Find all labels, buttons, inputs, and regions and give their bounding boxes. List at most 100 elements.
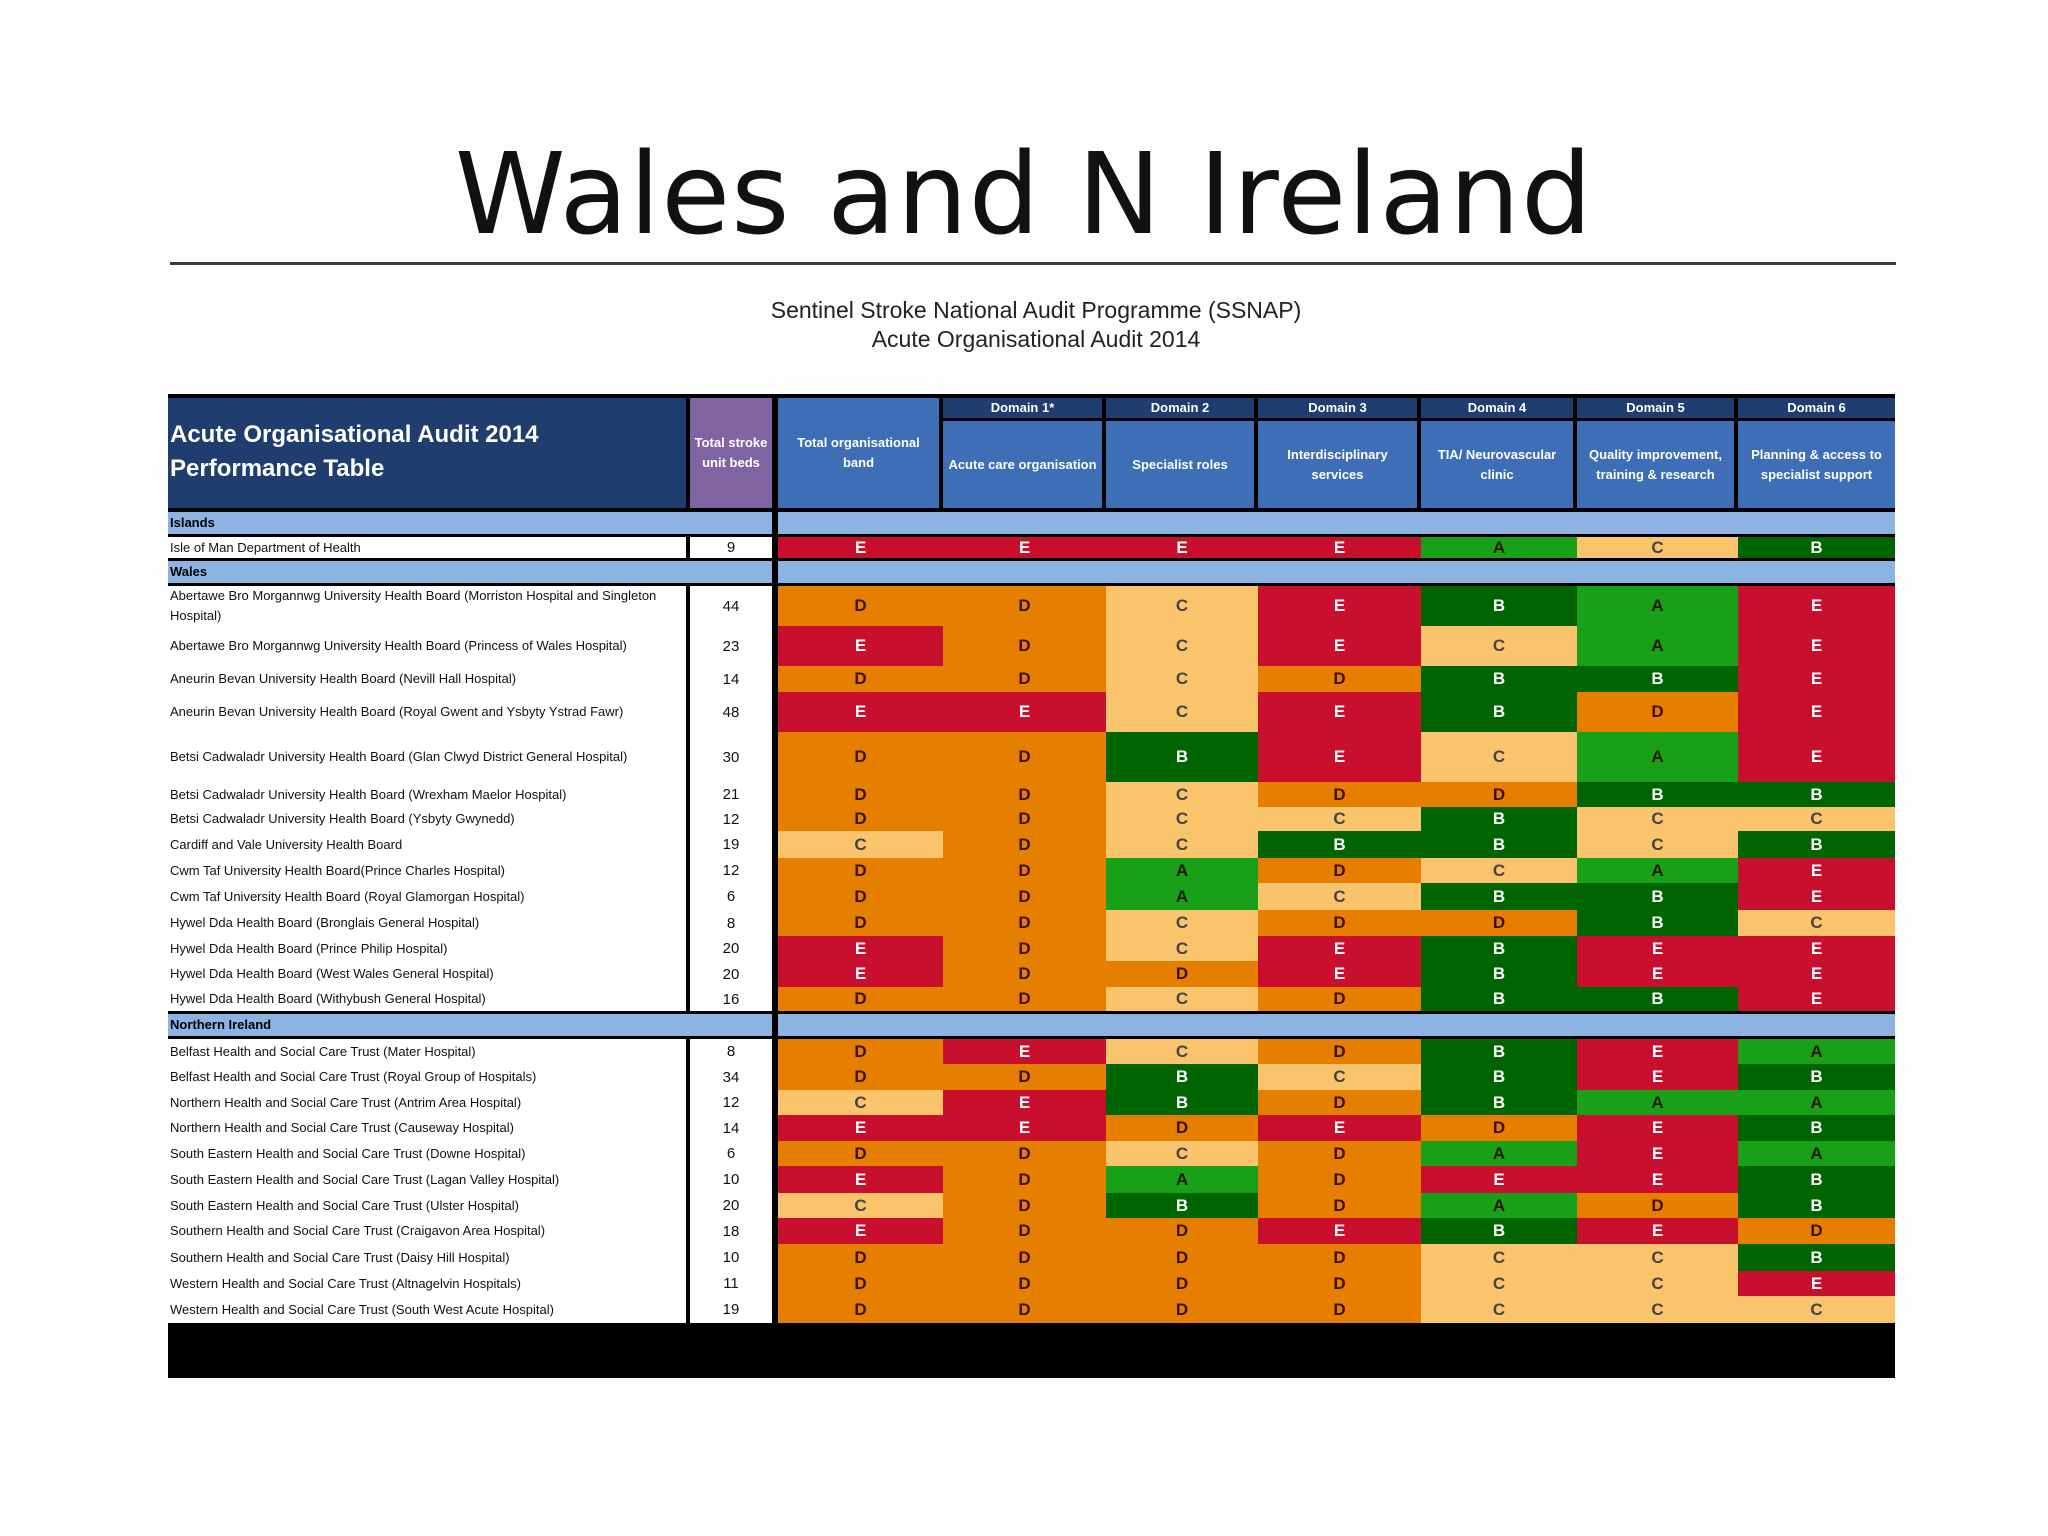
beds-count: 16	[690, 987, 772, 1011]
hospital-name: Abertawe Bro Morgannwg University Health…	[168, 626, 686, 666]
hospital-name: South Eastern Health and Social Care Tru…	[168, 1166, 686, 1193]
grade-cell: D	[778, 987, 943, 1011]
grade-cell: E	[1577, 1064, 1738, 1090]
grade-cell: C	[1106, 831, 1258, 858]
grade-cell: A	[1106, 1166, 1258, 1193]
beds-count: 14	[690, 1115, 772, 1141]
grade-cell: D	[943, 858, 1106, 883]
hospital-name: Belfast Health and Social Care Trust (Ma…	[168, 1039, 686, 1064]
grade-cell: C	[1106, 666, 1258, 692]
grade-cell: E	[943, 537, 1106, 558]
domain-label: Quality improvement, training & research	[1577, 421, 1734, 508]
grade-cell: D	[943, 782, 1106, 807]
grade-cell: C	[1738, 1296, 1895, 1323]
beds-count: 14	[690, 666, 772, 692]
grade-cell: D	[943, 910, 1106, 936]
grade-cell: B	[1421, 831, 1577, 858]
beds-count: 10	[690, 1166, 772, 1193]
grade-cell: C	[1106, 936, 1258, 961]
beds-count: 8	[690, 1039, 772, 1064]
hospital-name: Western Health and Social Care Trust (Al…	[168, 1271, 686, 1296]
grade-cell: A	[1106, 858, 1258, 883]
grade-cell: B	[1421, 936, 1577, 961]
grade-cell: C	[1577, 1296, 1738, 1323]
grade-cell: B	[1258, 831, 1421, 858]
grade-cell: B	[1738, 1064, 1895, 1090]
hospital-name: Abertawe Bro Morgannwg University Health…	[168, 586, 686, 626]
beds-count: 19	[690, 1296, 772, 1323]
grade-cell: E	[1738, 858, 1895, 883]
grade-cell: C	[1106, 692, 1258, 732]
beds-count: 11	[690, 1271, 772, 1296]
grade-cell: D	[1258, 1090, 1421, 1115]
grade-cell: B	[1106, 1090, 1258, 1115]
grade-cell: B	[1421, 807, 1577, 831]
grade-cell: A	[1577, 732, 1738, 782]
grade-cell: D	[1106, 1296, 1258, 1323]
grade-cell: E	[778, 936, 943, 961]
grade-cell: A	[1577, 586, 1738, 626]
grade-cell: B	[1106, 1064, 1258, 1090]
grade-cell: C	[1106, 910, 1258, 936]
section-header: Northern Ireland	[168, 1014, 772, 1036]
grade-cell: B	[1738, 782, 1895, 807]
grade-cell: B	[1738, 1193, 1895, 1218]
grade-cell: E	[1738, 987, 1895, 1011]
grade-cell: E	[943, 692, 1106, 732]
grade-cell: C	[1421, 626, 1577, 666]
hospital-name: Northern Health and Social Care Trust (C…	[168, 1115, 686, 1141]
grade-cell: C	[778, 831, 943, 858]
grade-cell: D	[1106, 1271, 1258, 1296]
grade-cell: C	[1106, 1039, 1258, 1064]
section-header: Islands	[168, 512, 772, 534]
grade-cell: D	[778, 666, 943, 692]
grade-cell: B	[1738, 537, 1895, 558]
slide-title: Wales and N Ireland	[454, 130, 1594, 260]
grade-cell: C	[1106, 987, 1258, 1011]
grade-cell: A	[1421, 1193, 1577, 1218]
beds-count: 44	[690, 586, 772, 626]
grade-cell: E	[1258, 936, 1421, 961]
grade-cell: E	[1738, 732, 1895, 782]
section-header: Wales	[168, 561, 772, 583]
subtitle-line-2: Acute Organisational Audit 2014	[871, 326, 1201, 352]
domain-name: Domain 2	[1106, 398, 1254, 418]
beds-count: 20	[690, 936, 772, 961]
grade-cell: A	[1738, 1039, 1895, 1064]
hospital-name: Hywel Dda Health Board (West Wales Gener…	[168, 961, 686, 987]
grade-cell: D	[1106, 1115, 1258, 1141]
grade-cell: D	[778, 1296, 943, 1323]
domain-label: Planning & access to specialist support	[1738, 421, 1895, 508]
grade-cell: E	[1738, 626, 1895, 666]
grade-cell: B	[1421, 1090, 1577, 1115]
grade-cell: C	[1421, 732, 1577, 782]
grade-cell: C	[1577, 1271, 1738, 1296]
grade-cell: E	[778, 961, 943, 987]
grade-cell: D	[1258, 666, 1421, 692]
grade-cell: B	[1421, 692, 1577, 732]
grade-cell: D	[943, 883, 1106, 910]
grade-cell: E	[1258, 1115, 1421, 1141]
grade-cell: D	[778, 586, 943, 626]
beds-count: 34	[690, 1064, 772, 1090]
grade-cell: E	[1577, 961, 1738, 987]
performance-table: Acute Organisational Audit 2014 Performa…	[168, 394, 1895, 1378]
hospital-name: Aneurin Bevan University Health Board (N…	[168, 666, 686, 692]
grade-cell: D	[943, 831, 1106, 858]
grade-cell: B	[1738, 1244, 1895, 1271]
hospital-name: Belfast Health and Social Care Trust (Ro…	[168, 1064, 686, 1090]
grade-cell: E	[1258, 537, 1421, 558]
grade-cell: E	[778, 626, 943, 666]
hospital-name: Aneurin Bevan University Health Board (R…	[168, 692, 686, 732]
grade-cell: D	[1258, 858, 1421, 883]
grade-cell: C	[1577, 1244, 1738, 1271]
grade-cell: B	[1577, 987, 1738, 1011]
grade-cell: C	[1258, 1064, 1421, 1090]
grade-cell: D	[1258, 910, 1421, 936]
grade-cell: D	[943, 936, 1106, 961]
grade-cell: C	[1258, 807, 1421, 831]
grade-cell: D	[1106, 1244, 1258, 1271]
hospital-name: South Eastern Health and Social Care Tru…	[168, 1193, 686, 1218]
grade-cell: D	[778, 910, 943, 936]
grade-cell: B	[1421, 1064, 1577, 1090]
